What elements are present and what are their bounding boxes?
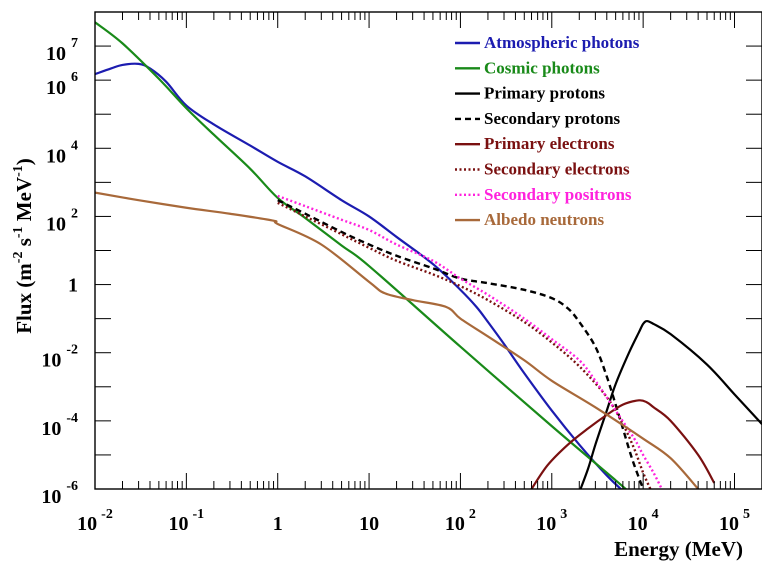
legend-label: Secondary protons	[484, 109, 621, 128]
x-tick-label: 10 4	[628, 507, 659, 535]
series-line-cosmic-photons	[95, 21, 628, 489]
y-tick-label: 10 -6	[41, 479, 78, 508]
x-tick-label: 10 2	[445, 507, 476, 535]
y-tick-label: 10 -4	[41, 411, 78, 440]
y-axis-title-end: )	[12, 158, 36, 165]
x-tick-label: 1	[273, 513, 283, 535]
series-line-secondary-protons	[277, 199, 645, 489]
series-line-atmospheric-photons	[95, 62, 623, 489]
x-tick-label: 10 5	[719, 507, 750, 535]
plot-curves	[95, 21, 762, 489]
y-axis-title-exp2: -1	[11, 226, 26, 238]
legend: Atmospheric photons Cosmic photons Primary…	[455, 33, 640, 229]
axis-tick-labels: 10 -2 10 -1 1 10 10 2 10 3 10 4 10 5 10 -6 10 -4 10 -2 1 10 2 1…	[41, 36, 750, 535]
series-line-primary-protons	[579, 319, 762, 489]
x-tick-label: 10 -2	[77, 507, 113, 535]
legend-label: Secondary electrons	[484, 160, 630, 179]
legend-label: Albedo neutrons	[484, 210, 605, 229]
x-tick-label: 10	[359, 513, 379, 535]
y-axis-title-mid1: s	[12, 238, 36, 251]
legend-label: Secondary positrons	[484, 185, 632, 204]
y-tick-label: 10 -2	[41, 343, 78, 372]
y-axis-title: Flux (m-2 s-1 MeV-1)	[11, 158, 36, 334]
series-line-albedo-neutrons	[95, 191, 699, 489]
legend-label: Primary protons	[484, 84, 605, 103]
y-tick-label: 10 6	[46, 70, 78, 99]
legend-label: Primary electrons	[484, 134, 615, 153]
y-tick-label: 10 7	[46, 36, 78, 65]
legend-label: Cosmic photons	[484, 58, 600, 77]
legend-label: Atmospheric photons	[484, 33, 640, 52]
y-tick-label: 1	[68, 275, 78, 297]
x-tick-label: 10 3	[536, 507, 567, 535]
y-tick-label: 10 4	[46, 138, 78, 167]
axis-ticks	[94, 11, 762, 490]
series-line-secondary-electrons	[277, 201, 652, 489]
series-line-primary-electrons	[530, 399, 716, 489]
y-tick-label: 10 2	[46, 206, 78, 235]
y-axis-title-mid2: MeV	[12, 177, 36, 227]
y-axis-title-exp3: -1	[11, 165, 26, 177]
x-tick-label: 10 -1	[169, 507, 205, 535]
y-axis-title-exp1: -2	[11, 252, 26, 264]
y-axis-title-base: Flux (m	[12, 263, 36, 334]
x-axis-title: Energy (MeV)	[614, 537, 743, 561]
